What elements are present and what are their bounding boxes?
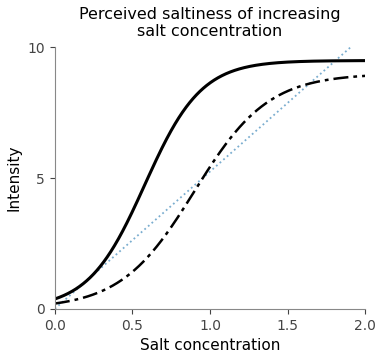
Title: Perceived saltiness of increasing
salt concentration: Perceived saltiness of increasing salt c… (79, 7, 341, 39)
X-axis label: Salt concentration: Salt concentration (140, 338, 280, 353)
Y-axis label: Intensity: Intensity (7, 145, 22, 211)
